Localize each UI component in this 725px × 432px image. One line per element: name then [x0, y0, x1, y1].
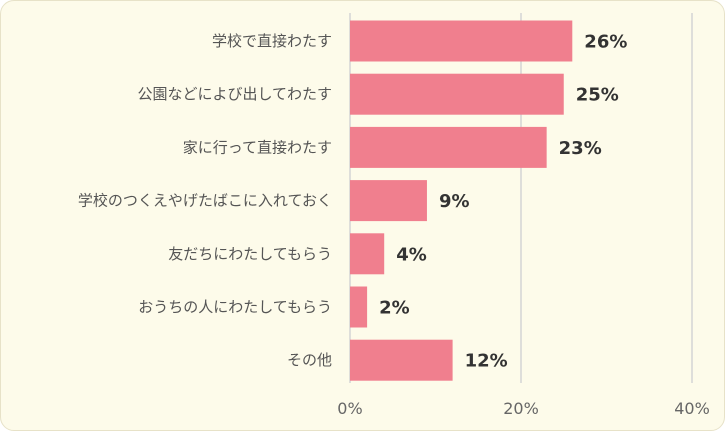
- category-label: おうちの人にわたしてもらう: [138, 298, 332, 316]
- category-label: 学校のつくえやげたばこに入れておく: [78, 192, 332, 210]
- bar: [350, 20, 573, 62]
- value-label: 9%: [439, 191, 470, 212]
- x-tick-label: 0%: [337, 399, 362, 418]
- bar: [350, 233, 385, 275]
- value-label: 4%: [396, 244, 427, 265]
- bar: [350, 180, 427, 222]
- category-label: 学校で直接わたす: [212, 32, 332, 50]
- category-label: 家に行って直接わたす: [183, 138, 332, 156]
- category-label: 公園などによび出してわたす: [137, 85, 332, 103]
- bar: [350, 286, 368, 328]
- value-label: 26%: [584, 32, 627, 53]
- bar: [350, 126, 547, 168]
- category-label: 友だちにわたしてもらう: [168, 245, 332, 263]
- value-label: 2%: [379, 298, 410, 319]
- value-label: 25%: [576, 85, 619, 106]
- x-tick-label: 20%: [503, 399, 539, 418]
- bar: [350, 73, 564, 115]
- bar: [350, 339, 453, 381]
- x-tick-label: 40%: [674, 399, 710, 418]
- value-label: 12%: [465, 351, 508, 372]
- value-label: 23%: [559, 138, 602, 159]
- category-label: その他: [287, 351, 332, 369]
